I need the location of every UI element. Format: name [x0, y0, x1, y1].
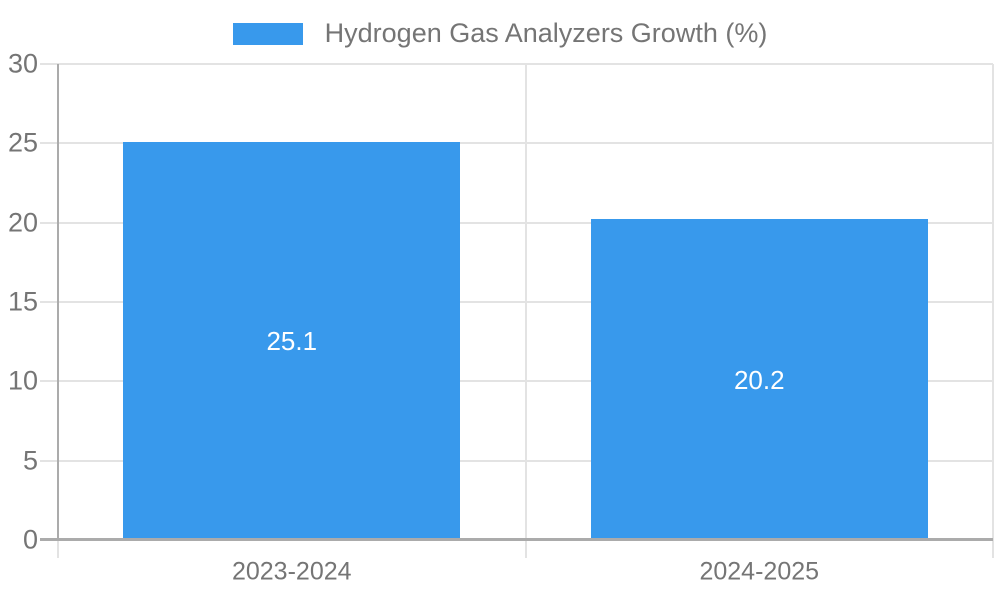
- gridline-y-25: [40, 142, 993, 145]
- gridline-y-10: [40, 380, 993, 383]
- legend-label: Hydrogen Gas Analyzers Growth (%): [324, 18, 768, 48]
- category-boundary-line: [524, 64, 527, 558]
- bar-2023-2024: 25.1: [123, 141, 461, 540]
- y-axis-tick-label: 15: [7, 286, 38, 317]
- y-axis-tick-label: 20: [7, 207, 38, 238]
- y-axis-line: [57, 64, 59, 540]
- x-axis-line: [40, 538, 993, 541]
- gridline-y-30: [40, 63, 993, 65]
- y-axis-tick-label: 25: [7, 127, 38, 158]
- x-axis-category-label: 2024-2025: [699, 557, 820, 586]
- y-axis-tick-label: 30: [7, 48, 38, 79]
- gridline-y-20: [40, 221, 993, 224]
- gridline-y-5: [40, 459, 993, 462]
- bar-2024-2025: 20.2: [590, 219, 928, 540]
- y-axis-tick-label: 5: [22, 445, 38, 476]
- bar-value-label: 20.2: [733, 364, 785, 395]
- bar-value-label: 25.1: [266, 325, 318, 356]
- y-axis-tick-label: 10: [7, 365, 38, 396]
- y-axis-tick-label: 0: [22, 524, 38, 555]
- gridline-y-15: [40, 301, 993, 303]
- y-axis-bottom-tick: [57, 540, 59, 558]
- plot-right-border-line: [992, 64, 994, 558]
- x-axis-category-label: 2023-2024: [231, 557, 352, 586]
- legend-swatch: [232, 22, 303, 45]
- legend: Hydrogen Gas Analyzers Growth (%): [0, 20, 1000, 47]
